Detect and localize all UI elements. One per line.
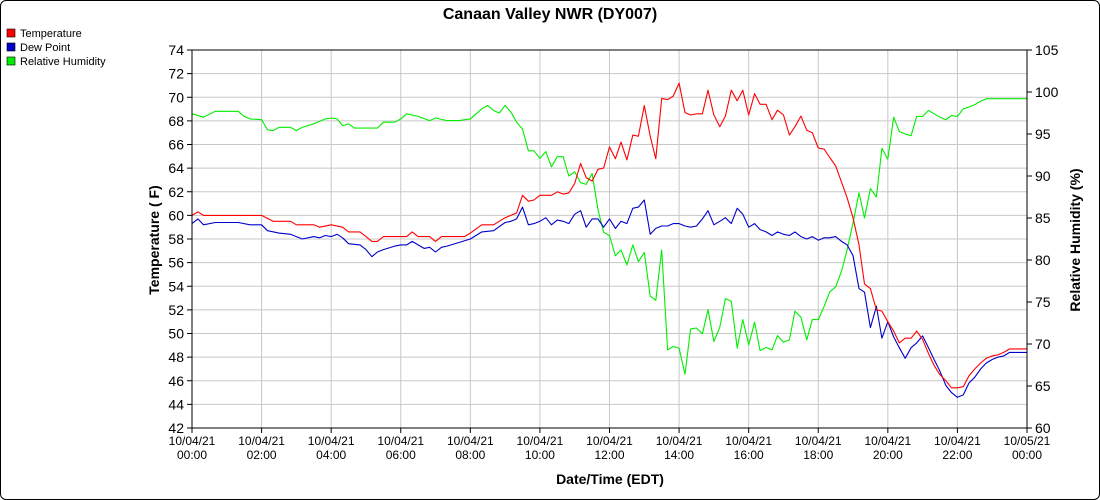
x-tick-time: 22:00 <box>942 448 972 462</box>
y-left-tick-label: 74 <box>168 42 184 58</box>
y-axis-label-right: Relative Humidity (%) <box>1067 168 1083 311</box>
y-left-tick-label: 72 <box>168 66 184 82</box>
y-left-tick-label: 64 <box>168 160 184 176</box>
y-left-tick-label: 54 <box>168 278 184 294</box>
x-tick-time: 02:00 <box>247 448 277 462</box>
x-tick-date: 10/04/21 <box>377 434 424 448</box>
series-layer <box>191 82 1027 398</box>
chart-title: Canaan Valley NWR (DY007) <box>443 6 657 23</box>
legend-label-relative-humidity: Relative Humidity <box>20 56 106 68</box>
y-left-tick-label: 66 <box>168 137 184 153</box>
y-left-tick-label: 56 <box>168 255 184 271</box>
x-tick-time: 00:00 <box>1012 448 1042 462</box>
y-right-tick-label: 90 <box>1035 168 1051 184</box>
x-tick-time: 04:00 <box>316 448 346 462</box>
y-right-tick-label: 100 <box>1035 84 1059 100</box>
y-right-tick-label: 70 <box>1035 336 1051 352</box>
y-left-tick-label: 70 <box>168 89 184 105</box>
y-left-tick-label: 68 <box>168 113 184 129</box>
legend-swatch-relative-humidity <box>6 56 16 66</box>
x-tick-date: 10/04/21 <box>517 434 564 448</box>
x-tick-time: 16:00 <box>734 448 764 462</box>
y-right-tick-label: 60 <box>1035 420 1051 436</box>
y-right-tick-label: 75 <box>1035 294 1051 310</box>
y-left-tick-label: 44 <box>168 396 184 412</box>
x-tick-date: 10/04/21 <box>169 434 216 448</box>
legend: Temperature Dew Point Relative Humidity <box>6 28 106 68</box>
series-line-relative-humidity <box>191 98 1027 375</box>
y-left-tick-label: 58 <box>168 231 184 247</box>
x-tick-date: 10/04/21 <box>934 434 981 448</box>
y-left-tick-label: 48 <box>168 349 184 365</box>
x-tick-date: 10/04/21 <box>656 434 703 448</box>
y-right-tick-label: 95 <box>1035 126 1051 142</box>
y-right-tick-label: 85 <box>1035 210 1051 226</box>
legend-swatch-dew-point <box>6 42 16 52</box>
series-line-temperature <box>191 82 1027 389</box>
x-axis-label: Date/Time (EDT) <box>556 471 664 487</box>
y-left-tick-label: 42 <box>168 420 184 436</box>
y-right-tick-label: 105 <box>1035 42 1059 58</box>
legend-swatch-temperature <box>6 28 16 38</box>
x-tick-date: 10/04/21 <box>586 434 633 448</box>
x-tick-time: 10:00 <box>525 448 555 462</box>
x-tick-date: 10/04/21 <box>447 434 494 448</box>
y-left-tick-label: 52 <box>168 302 184 318</box>
x-tick-time: 14:00 <box>664 448 694 462</box>
x-tick-date: 10/05/21 <box>1004 434 1051 448</box>
x-tick-time: 18:00 <box>803 448 833 462</box>
y-right-tick-label: 80 <box>1035 252 1051 268</box>
x-tick-date: 10/04/21 <box>725 434 772 448</box>
legend-label-temperature: Temperature <box>20 28 82 40</box>
grid <box>191 49 1028 429</box>
y-left-tick-label: 46 <box>168 373 184 389</box>
x-tick-time: 20:00 <box>873 448 903 462</box>
y-right-tick-label: 65 <box>1035 378 1051 394</box>
axes: 74 72 70 68 66 64 62 60 58 56 54 52 50 48 46 44 42 105 100… <box>168 42 1058 462</box>
y-left-tick-label: 62 <box>168 184 184 200</box>
x-tick-date: 10/04/21 <box>238 434 285 448</box>
x-tick-time: 06:00 <box>386 448 416 462</box>
x-tick-time: 00:00 <box>177 448 207 462</box>
x-tick-time: 08:00 <box>455 448 485 462</box>
x-tick-date: 10/04/21 <box>795 434 842 448</box>
y-axis-label-left: Temperature ( F) <box>146 185 162 294</box>
x-tick-date: 10/04/21 <box>864 434 911 448</box>
legend-label-dew-point: Dew Point <box>20 42 70 54</box>
x-tick-time: 12:00 <box>594 448 624 462</box>
series-line-dew-point <box>191 199 1027 398</box>
x-tick-date: 10/04/21 <box>308 434 355 448</box>
y-left-tick-label: 50 <box>168 326 184 342</box>
y-left-tick-label: 60 <box>168 207 184 223</box>
